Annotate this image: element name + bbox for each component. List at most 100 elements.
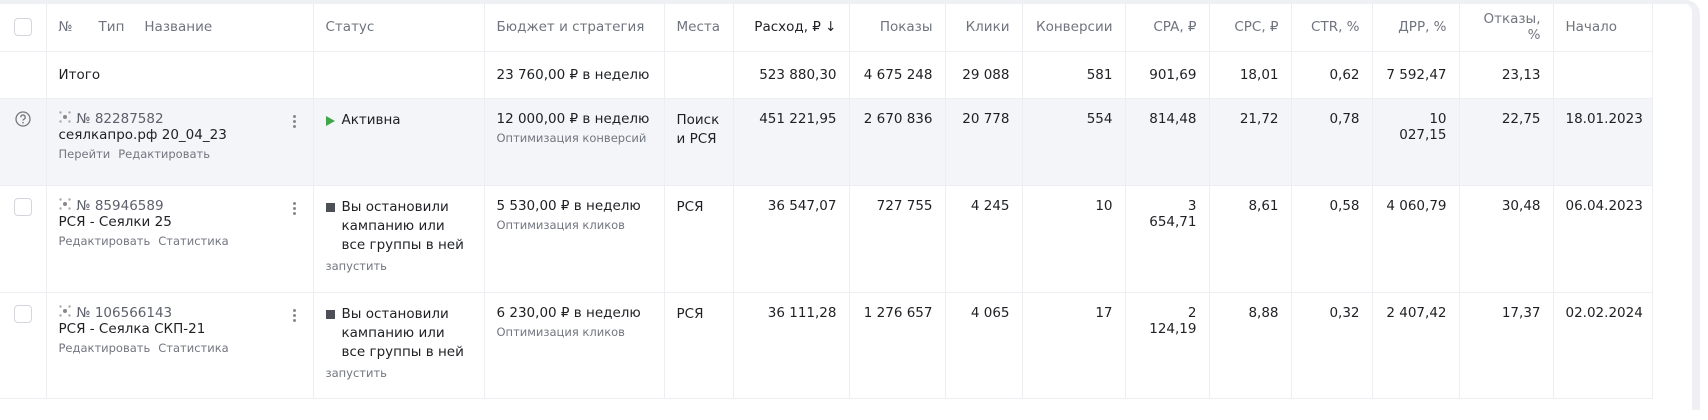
campaign-id: № 82287582 <box>76 110 164 127</box>
metric: 10 027,15 <box>1372 98 1460 186</box>
campaign-links: Редактировать Статистика <box>59 234 301 248</box>
table-container: № Тип Название Статус Бюджет и стратегия Мест… <box>0 0 1700 410</box>
kebab-menu[interactable] <box>292 307 297 324</box>
campaign-row: № 82287582 сеялкапро.рф 20_04_23 Перейти Ре… <box>0 98 1653 186</box>
budget-cell: 12 000,00 ₽ в неделю Оптимизация конверси… <box>484 98 665 186</box>
checkbox[interactable] <box>13 304 32 323</box>
campaign-id: № 106566143 <box>76 304 173 321</box>
metric: 554 <box>1022 98 1126 186</box>
header-cell[interactable]: ДРР, % <box>1372 4 1460 52</box>
select-cell <box>0 185 47 293</box>
metric: 21,72 <box>1209 98 1292 186</box>
campaign-id-line: № 82287582 <box>58 110 301 127</box>
metric: 0,78 <box>1291 98 1373 186</box>
metric: 4 060,79 <box>1372 185 1460 293</box>
kebab-menu[interactable] <box>292 200 297 217</box>
metric: 814,48 <box>1125 98 1210 186</box>
header-cell[interactable]: CPA, ₽ <box>1125 4 1210 52</box>
status-text: Вы остановили кампанию или все группы в … <box>341 305 464 360</box>
name-cell: № 106566143 РСЯ - Сеялка СКП-21 Редактиров… <box>46 292 314 399</box>
metric: 10 <box>1022 185 1126 293</box>
header-label[interactable]: № <box>58 19 73 36</box>
checkbox[interactable] <box>13 18 32 37</box>
campaign-name[interactable]: РСЯ - Сеялки 25 <box>58 213 172 230</box>
header-cell[interactable]: Статус <box>313 4 485 52</box>
header-cell[interactable]: Расход, ₽ ↓ <box>733 4 850 52</box>
status-action[interactable]: запустить <box>325 258 387 273</box>
campaign-link[interactable]: Редактировать <box>118 146 211 161</box>
metric: 8,88 <box>1209 292 1292 399</box>
select-cell <box>0 98 47 186</box>
header-cell[interactable]: CPC, ₽ <box>1209 4 1292 52</box>
metric: 451 221,95 <box>733 98 850 186</box>
campaign-link[interactable]: Редактировать <box>58 340 151 355</box>
header-cell[interactable]: Показы <box>849 4 946 52</box>
header-cell[interactable]: Места <box>664 4 734 52</box>
metric: 18.01.2023 <box>1553 98 1653 186</box>
places: РСЯ <box>664 292 734 399</box>
status-action[interactable]: запустить <box>325 365 387 380</box>
metric: 4 245 <box>945 185 1023 293</box>
cell <box>1553 51 1653 99</box>
header-cell[interactable]: Бюджет и стратегия <box>484 4 665 52</box>
status-icon <box>325 309 335 319</box>
strategy: Оптимизация конверсий <box>496 130 647 145</box>
header-cell[interactable]: Начало <box>1553 4 1653 52</box>
campaign-link[interactable]: Перейти <box>58 146 111 161</box>
budget-cell: 6 230,00 ₽ в неделю Оптимизация кликов <box>484 292 665 399</box>
header-cell[interactable]: Отказы, % <box>1459 4 1554 52</box>
header-cell <box>0 4 47 52</box>
campaign-link[interactable]: Статистика <box>158 340 229 355</box>
metric: 22,75 <box>1459 98 1554 186</box>
campaign-link[interactable]: Редактировать <box>58 233 151 248</box>
totals-metric: 4 675 248 <box>849 51 946 99</box>
totals-metric: 523 880,30 <box>733 51 850 99</box>
budget-cell: 5 530,00 ₽ в неделю Оптимизация кликов <box>484 185 665 293</box>
places: РСЯ <box>664 185 734 293</box>
metric: 06.04.2023 <box>1553 185 1653 293</box>
status-icon <box>325 202 335 212</box>
header-row: № Тип Название Статус Бюджет и стратегия Мест… <box>0 4 1653 52</box>
metric: 0,32 <box>1291 292 1373 399</box>
metric: 0,58 <box>1291 185 1373 293</box>
metric: 02.02.2024 <box>1553 292 1653 399</box>
metric: 2 670 836 <box>849 98 946 186</box>
select-cell <box>0 292 47 399</box>
totals-budget: 23 760,00 ₽ в неделю <box>484 51 665 99</box>
header-cell[interactable]: CTR, % <box>1291 4 1373 52</box>
metric: 2 124,19 <box>1125 292 1210 399</box>
status-cell: Вы остановили кампанию или все группы в … <box>313 292 485 399</box>
budget: 6 230,00 ₽ в неделю <box>496 304 641 321</box>
kebab-menu[interactable] <box>292 113 297 130</box>
header-cell[interactable]: Клики <box>945 4 1023 52</box>
strategy: Оптимизация кликов <box>496 217 625 232</box>
campaign-row: № 85946589 РСЯ - Сеялки 25 Редактировать Ст… <box>0 185 1653 293</box>
metric: 17,37 <box>1459 292 1554 399</box>
totals-metric: 581 <box>1022 51 1126 99</box>
campaign-name[interactable]: РСЯ - Сеялка СКП-21 <box>58 320 206 337</box>
metric: 4 065 <box>945 292 1023 399</box>
header-label[interactable]: Название <box>144 19 213 36</box>
help-icon[interactable] <box>15 110 31 127</box>
header-label[interactable]: Тип <box>98 19 125 36</box>
totals-metric: 0,62 <box>1291 51 1373 99</box>
checkbox[interactable] <box>13 197 32 216</box>
campaign-id-line: № 106566143 <box>58 304 301 321</box>
strategy: Оптимизация кликов <box>496 324 625 339</box>
type-icon <box>58 110 71 123</box>
name-cell: № 85946589 РСЯ - Сеялки 25 Редактировать Ст… <box>46 185 314 293</box>
cell <box>0 51 47 99</box>
status-text: Вы остановили кампанию или все группы в … <box>341 198 464 253</box>
header-cell[interactable]: Конверсии <box>1022 4 1126 52</box>
campaign-name[interactable]: сеялкапро.рф 20_04_23 <box>58 126 227 143</box>
metric: 2 407,42 <box>1372 292 1460 399</box>
metric: 3 654,71 <box>1125 185 1210 293</box>
budget: 12 000,00 ₽ в неделю <box>496 110 650 127</box>
metric: 727 755 <box>849 185 946 293</box>
campaign-link[interactable]: Статистика <box>158 233 229 248</box>
totals-metric: 18,01 <box>1209 51 1292 99</box>
totals-metric: 901,69 <box>1125 51 1210 99</box>
status-text: Активна <box>341 111 401 128</box>
